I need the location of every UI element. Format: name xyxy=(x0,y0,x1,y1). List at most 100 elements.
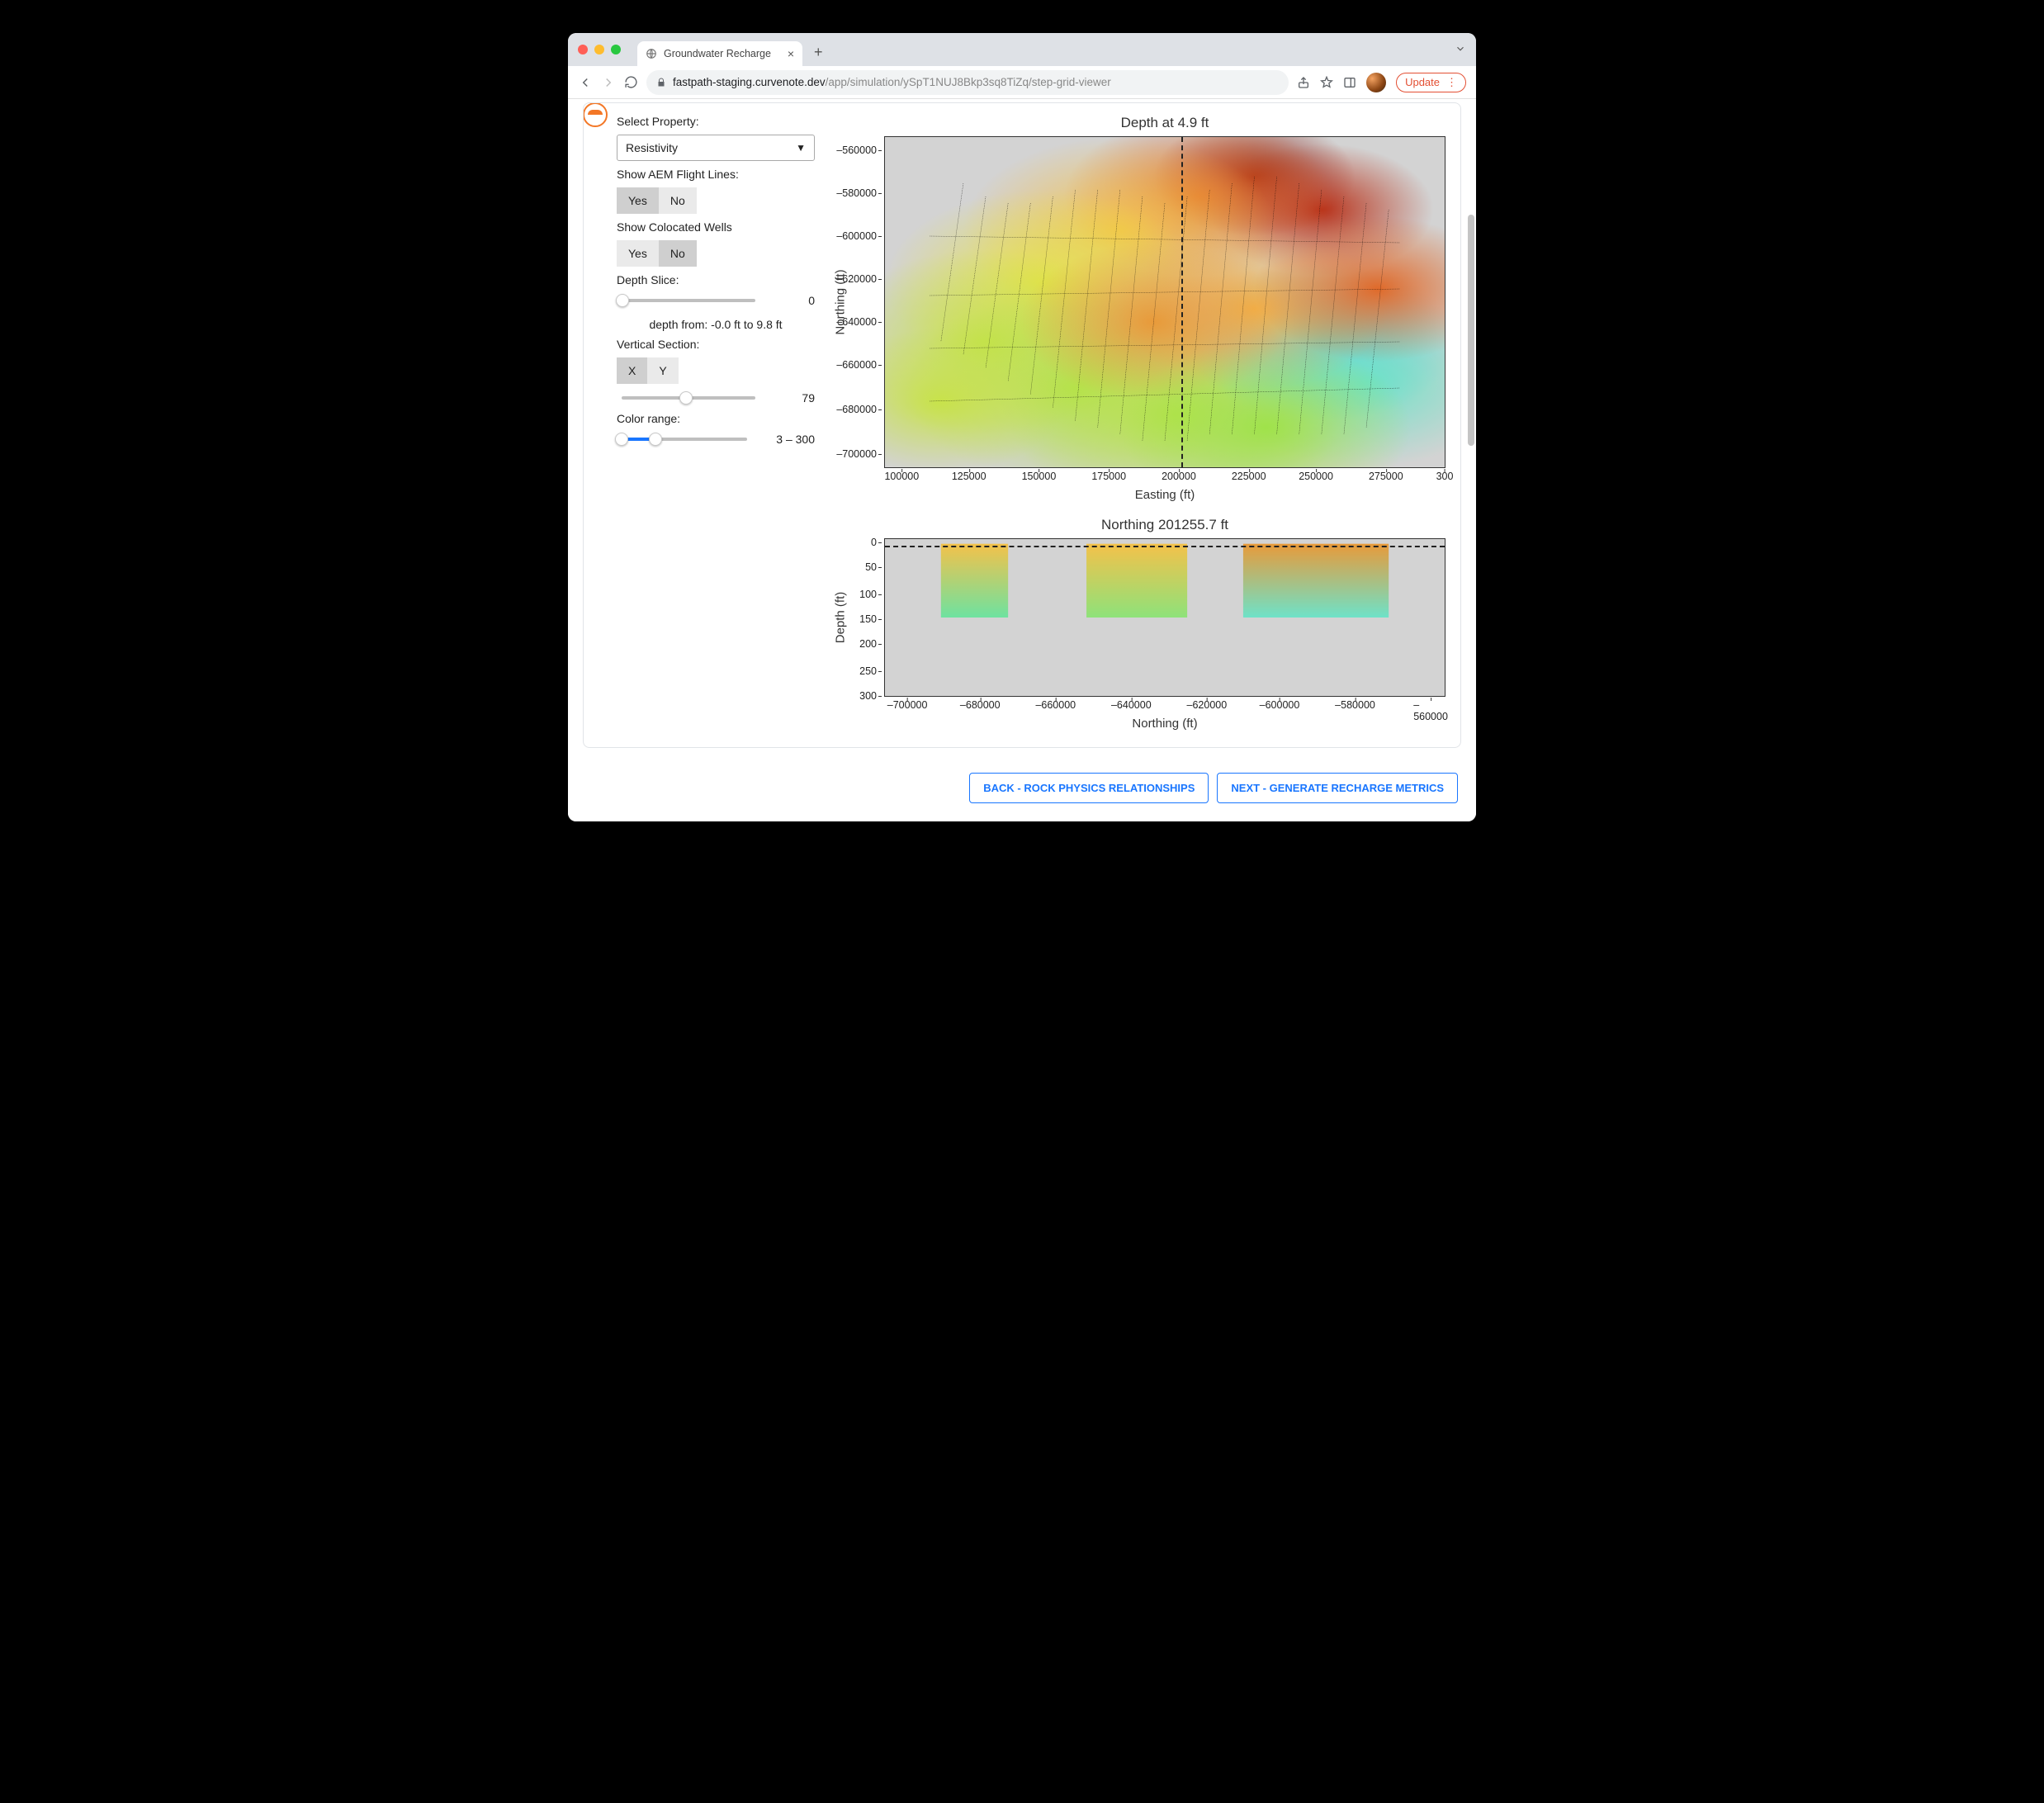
vsection-label: Vertical Section: xyxy=(617,338,815,351)
globe-icon xyxy=(646,48,657,59)
aem-toggle: YesNo xyxy=(617,187,815,214)
footer-nav: BACK - ROCK PHYSICS RELATIONSHIPS NEXT -… xyxy=(583,748,1461,807)
depth-slider[interactable] xyxy=(617,293,755,308)
grid-viewer-panel: Select Property: Resistivity ▼ Show AEM … xyxy=(583,102,1461,748)
section-xlabel: Northing (ft) xyxy=(884,717,1445,731)
update-button[interactable]: Update xyxy=(1396,73,1466,92)
tick-label: 125000 xyxy=(952,471,987,482)
browser-window: Groundwater Recharge × + fastpath-stagin… xyxy=(568,33,1476,821)
address-bar: fastpath-staging.curvenote.dev/app/simul… xyxy=(568,66,1476,99)
toolbar-right: Update xyxy=(1297,73,1466,92)
tick-label: 200000 xyxy=(1162,471,1196,482)
plan-view-title: Depth at 4.9 ft xyxy=(884,115,1445,131)
wells-option-yes[interactable]: Yes xyxy=(617,240,659,267)
section-view-plot: Northing 201255.7 ft 050100150200250300 … xyxy=(825,517,1445,731)
wells-toggle: YesNo xyxy=(617,240,815,267)
property-select[interactable]: Resistivity ▼ xyxy=(617,135,815,161)
maximize-window-icon[interactable] xyxy=(611,45,621,54)
next-button[interactable]: NEXT - GENERATE RECHARGE METRICS xyxy=(1217,773,1458,803)
plan-xlabel: Easting (ft) xyxy=(884,488,1445,502)
new-tab-icon[interactable]: + xyxy=(814,44,823,61)
back-button[interactable]: BACK - ROCK PHYSICS RELATIONSHIPS xyxy=(969,773,1209,803)
wells-option-no[interactable]: No xyxy=(659,240,697,267)
forward-icon[interactable] xyxy=(601,75,616,90)
tick-label: 225000 xyxy=(1232,471,1266,482)
reload-icon[interactable] xyxy=(624,75,638,89)
controls-sidebar: Select Property: Resistivity ▼ Show AEM … xyxy=(617,115,815,731)
tick-label: 250000 xyxy=(1299,471,1333,482)
tick-label: –600000 xyxy=(829,230,877,242)
vsection-slider[interactable] xyxy=(622,390,755,405)
tick-label: –660000 xyxy=(1035,699,1076,711)
vsection-marker-line xyxy=(1181,137,1183,467)
section-view-heatmap xyxy=(885,539,1445,696)
tick-label: –700000 xyxy=(829,448,877,460)
page-scrollbar[interactable] xyxy=(1468,215,1474,446)
aem-label: Show AEM Flight Lines: xyxy=(617,168,815,181)
tick-label: –560000 xyxy=(829,144,877,156)
browser-tab[interactable]: Groundwater Recharge × xyxy=(637,41,802,66)
tick-label: –580000 xyxy=(1335,699,1375,711)
tick-label: 275000 xyxy=(1369,471,1403,482)
color-range-label: Color range: xyxy=(617,412,815,425)
color-range-value: 3 – 300 xyxy=(757,433,815,446)
tick-label: –620000 xyxy=(1187,699,1228,711)
tick-label: –680000 xyxy=(829,404,877,415)
depth-label: Depth Slice: xyxy=(617,273,815,286)
lock-icon xyxy=(656,78,666,88)
tick-label: 50 xyxy=(829,561,877,573)
tick-label: –700000 xyxy=(887,699,928,711)
vsection-option-x[interactable]: X xyxy=(617,357,647,384)
plan-view-plot: Depth at 4.9 ft –560000–580000–600000–62… xyxy=(825,115,1445,502)
depth-value: 0 xyxy=(765,294,815,307)
tabs-menu-icon[interactable] xyxy=(1455,43,1466,57)
tab-title: Groundwater Recharge xyxy=(664,48,771,59)
close-tab-icon[interactable]: × xyxy=(788,47,794,60)
aem-option-no[interactable]: No xyxy=(659,187,697,214)
profile-avatar[interactable] xyxy=(1366,73,1386,92)
traffic-lights xyxy=(578,45,621,54)
color-range-slider[interactable] xyxy=(617,432,747,447)
tick-label: 300 xyxy=(1436,471,1454,482)
minimize-window-icon[interactable] xyxy=(594,45,604,54)
side-panel-icon[interactable] xyxy=(1343,76,1356,89)
bookmark-icon[interactable] xyxy=(1320,76,1333,89)
tick-label: 100000 xyxy=(884,471,919,482)
tick-label: 300 xyxy=(829,690,877,702)
close-window-icon[interactable] xyxy=(578,45,588,54)
update-label: Update xyxy=(1405,76,1440,88)
tick-label: –600000 xyxy=(1260,699,1300,711)
plan-ylabel: Northing (ft) xyxy=(834,269,848,334)
vsection-value: 79 xyxy=(765,391,815,405)
select-caret-icon: ▼ xyxy=(796,142,806,154)
vsection-option-y[interactable]: Y xyxy=(647,357,678,384)
section-view-title: Northing 201255.7 ft xyxy=(884,517,1445,533)
property-value: Resistivity xyxy=(626,141,678,154)
wells-label: Show Colocated Wells xyxy=(617,220,815,234)
back-icon[interactable] xyxy=(578,75,593,90)
tick-label: –660000 xyxy=(829,359,877,371)
aem-option-yes[interactable]: Yes xyxy=(617,187,659,214)
tick-label: –560000 xyxy=(1413,699,1448,722)
tick-label: –680000 xyxy=(960,699,1001,711)
tick-label: –580000 xyxy=(829,187,877,199)
title-bar: Groundwater Recharge × + xyxy=(568,33,1476,66)
url-input[interactable]: fastpath-staging.curvenote.dev/app/simul… xyxy=(646,70,1289,95)
plan-view-axes[interactable]: –560000–580000–600000–620000–640000–6600… xyxy=(884,136,1445,468)
tick-label: 175000 xyxy=(1091,471,1126,482)
section-ylabel: Depth (ft) xyxy=(834,592,848,644)
property-label: Select Property: xyxy=(617,115,815,128)
plots-region: Depth at 4.9 ft –560000–580000–600000–62… xyxy=(825,115,1445,731)
page-viewport: Select Property: Resistivity ▼ Show AEM … xyxy=(568,99,1476,821)
depth-marker-line xyxy=(885,546,1445,547)
tick-label: 250 xyxy=(829,665,877,677)
tick-label: –640000 xyxy=(1111,699,1152,711)
depth-hint: depth from: -0.0 ft to 9.8 ft xyxy=(617,318,815,331)
url-text: fastpath-staging.curvenote.dev/app/simul… xyxy=(673,76,1111,88)
plan-view-heatmap xyxy=(885,137,1445,467)
menu-dots-icon[interactable] xyxy=(1446,76,1457,89)
section-view-axes[interactable]: 050100150200250300 –700000–680000–660000… xyxy=(884,538,1445,697)
vsection-toggle: XY xyxy=(617,357,815,384)
share-icon[interactable] xyxy=(1297,76,1310,89)
tick-label: 0 xyxy=(829,537,877,548)
